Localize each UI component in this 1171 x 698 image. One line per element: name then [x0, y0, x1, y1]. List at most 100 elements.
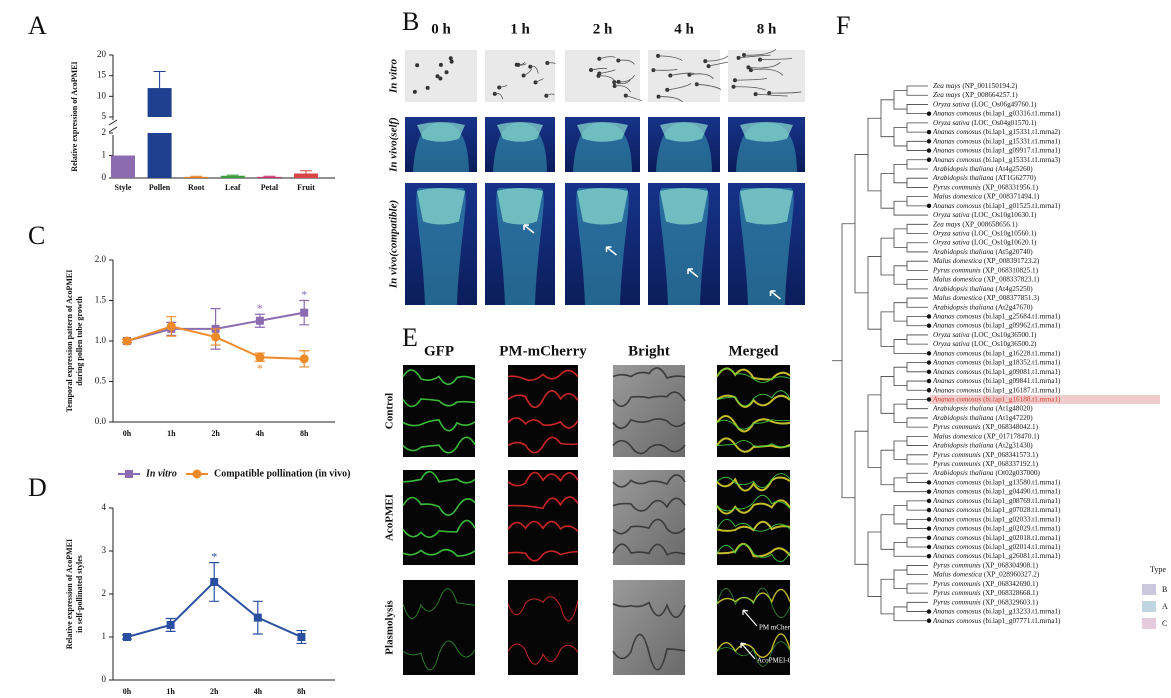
- micrograph: [728, 50, 805, 102]
- leaf-label: Oryza sativa (LOC_Os10g10620.1): [933, 238, 1037, 246]
- leaf-label: Zea mays (XP_008664257.1): [933, 91, 1018, 99]
- leaf-label: Pyrus communis (XP_068342690.1): [932, 580, 1039, 588]
- leaf-species: Pyrus communis: [932, 561, 981, 569]
- x-tick-label: 4h: [256, 429, 265, 438]
- x-tick-label: Petal: [261, 183, 279, 192]
- leaf-id: (XP_068304908.1): [983, 561, 1039, 569]
- cell-outline: [612, 474, 686, 556]
- leaf-label: Arabidopsis thaliana (At4g25260): [932, 165, 1033, 173]
- y-tick-label: 3: [102, 545, 107, 555]
- micrograph: [403, 580, 475, 675]
- leaf-species: Malus domestica: [932, 570, 982, 578]
- leaf-species: Ananas comosus: [932, 515, 981, 523]
- leaf-label: Oryza sativa (LOC_Os04g01570.1): [933, 119, 1037, 127]
- pollen-tube: [744, 48, 777, 56]
- pollen-tube: [750, 68, 784, 76]
- leaf-species: Ananas comosus: [932, 312, 981, 320]
- leaf-id: (NP_001150194.2): [962, 82, 1018, 90]
- pollen-tube: [590, 67, 608, 71]
- leaf-id: (bi.lap1_g09081.t1.mrna1): [983, 367, 1061, 375]
- leaf-species: Arabidopsis thaliana: [932, 248, 994, 256]
- leaf-species: Ananas comosus: [932, 128, 981, 136]
- leaf-dot: [926, 618, 932, 623]
- leaf-id: (bi.lap1_g25684.t1.mrna1): [983, 312, 1061, 320]
- leaf-label: Ananas comosus (bi.lap1_g02029.t1.mrna1): [932, 524, 1061, 532]
- leaf-label: Pyrus communis (XP_068304908.1): [932, 561, 1039, 569]
- arrow: [742, 609, 758, 627]
- row-label: In vivo(compatible): [388, 200, 400, 289]
- leaf-species: Malus domestica: [932, 294, 982, 302]
- leaf-id: (bi.lap1_g09841.t1.mrna1): [983, 377, 1061, 385]
- micrograph: [403, 365, 475, 457]
- leaf-id: (XP_008337823.1): [984, 275, 1040, 283]
- leaf-id: (LOC_Os10g10630.1): [972, 211, 1037, 219]
- leaf-species: Pyrus communis: [932, 580, 981, 588]
- legend-marker: [125, 470, 133, 478]
- significance: *: [257, 361, 263, 375]
- y-tick-label: 15: [97, 70, 107, 80]
- leaf-id: (bi.lap1_g02018.t1.mrna1): [983, 533, 1061, 541]
- leaf-label: Malus domestica (XP_008337823.1): [932, 275, 1040, 283]
- leaf-species: Ananas comosus: [932, 109, 981, 117]
- pollen-tube: [618, 59, 635, 65]
- pollen-tube: [653, 68, 678, 71]
- leaf-label: Oryza sativa (LOC_Os10g36500.1): [933, 331, 1037, 339]
- point: [299, 354, 309, 364]
- leaf-species: Ananas comosus: [932, 506, 981, 514]
- leaf-label: Ananas comosus (bi.lap1_g02014.t1.mrna1): [932, 543, 1061, 551]
- y-axis-label-line: Temporal expression pattern of AcoPMEI: [65, 270, 74, 413]
- leaf-species: Ananas comosus: [932, 349, 981, 357]
- leaf-label: Arabidopsis thaliana (At1g48020): [932, 404, 1033, 412]
- x-tick-label: 0h: [123, 687, 132, 696]
- leaf-id: (bi.lap1_g07028.t1.mrna1): [983, 506, 1061, 514]
- y-tick-label: 0: [102, 172, 107, 182]
- legend-title: Type: [1150, 565, 1166, 574]
- legend-label: A: [1162, 602, 1168, 611]
- leaf-species: Pyrus communis: [932, 460, 981, 468]
- pollen-tube: [625, 95, 642, 102]
- leaf-id: (bi.lap1_g15331.t1.mrna2): [983, 128, 1061, 136]
- leaf-dot: [926, 148, 932, 153]
- pollen-tube: [658, 96, 683, 103]
- point: [297, 633, 306, 641]
- panel-letter: B: [402, 7, 419, 36]
- pollen-tube: [755, 93, 788, 97]
- bar: [147, 88, 172, 117]
- leaf-dot: [926, 139, 932, 144]
- leaf-id: (XP_068328668.1): [983, 589, 1039, 597]
- leaf-id: (XP_008391723.2): [984, 257, 1040, 265]
- leaf-species: Oryza sativa: [933, 340, 970, 348]
- column-label: 4 h: [674, 21, 694, 37]
- arrow: [523, 224, 535, 234]
- leaf-species: Ananas comosus: [932, 524, 981, 532]
- cell-outline: [716, 367, 791, 453]
- leaf-id: (XP_008658656.1): [962, 220, 1018, 228]
- significance: *: [301, 287, 307, 301]
- leaf-species: Malus domestica: [932, 257, 982, 265]
- panel-letter: F: [836, 11, 850, 40]
- micrograph: [508, 470, 578, 565]
- point: [166, 321, 176, 331]
- leaf-label: Ananas comosus (bi.lap1_g13580.t1.mrna1): [932, 478, 1061, 486]
- stigma: [497, 188, 543, 225]
- leaf-species: Pyrus communis: [932, 589, 981, 597]
- micrograph: [648, 50, 720, 102]
- cell-outline: [507, 596, 579, 665]
- pollen-tube: [696, 83, 722, 90]
- leaf-id: (XP_068337192.1): [983, 460, 1039, 468]
- leaf-label: Ananas comosus (bi.lap1_g16188.t1.mrna1): [932, 395, 1061, 403]
- pollen-tube: [523, 68, 532, 76]
- point: [166, 620, 175, 629]
- row-label: Control: [384, 393, 396, 429]
- leaf-dot: [926, 397, 932, 402]
- leaf-species: Ananas comosus: [932, 386, 981, 394]
- column-label: 2 h: [593, 21, 613, 37]
- leaf-species: Ananas comosus: [932, 487, 981, 495]
- leaf-label: Ananas comosus (bi.lap1_g09962.t1.mrna1): [932, 321, 1061, 329]
- leaf-label: Malus domestica (XP_008371494.1): [932, 192, 1040, 200]
- micrograph: [508, 580, 578, 675]
- leaf-id: (LOC_Os10g36500.1): [972, 331, 1037, 339]
- pollen-tube: [658, 55, 683, 61]
